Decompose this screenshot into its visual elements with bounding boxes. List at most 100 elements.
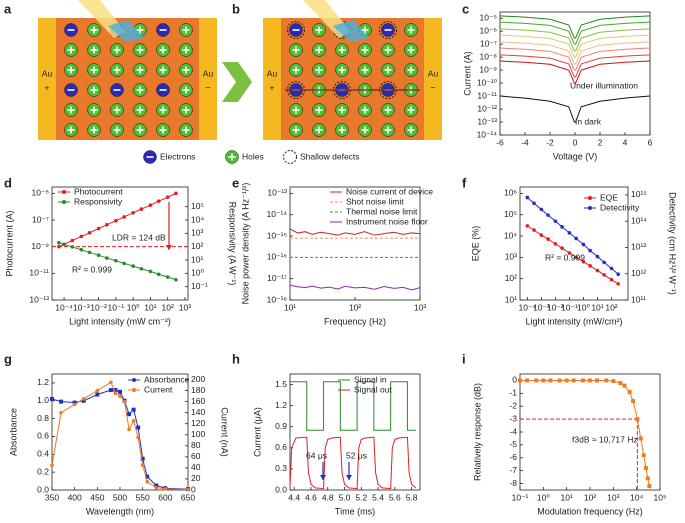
x-tick-label: 10³ — [414, 302, 426, 312]
y-tick-label: -1 — [509, 388, 517, 398]
data-point — [131, 210, 135, 215]
data-point — [557, 378, 562, 383]
data-point — [595, 254, 600, 259]
legend-marker — [132, 388, 136, 392]
data-point — [174, 191, 178, 196]
x-tick-label: 4 — [623, 137, 628, 147]
electrode — [38, 18, 60, 140]
data-point — [105, 222, 109, 227]
data-point — [140, 456, 145, 461]
series-line — [499, 28, 651, 52]
data-point — [145, 474, 150, 479]
data-point — [122, 399, 127, 404]
y-tick-label: 10⁻¹¹ — [477, 90, 497, 100]
data-point — [79, 247, 84, 252]
data-point — [136, 435, 140, 440]
x-tick-label: 5.8 — [406, 492, 418, 502]
x-tick-label: 10² — [162, 302, 174, 312]
data-point — [79, 234, 84, 239]
data-point — [114, 218, 118, 223]
x-tick-label: 10⁻¹ — [107, 302, 124, 312]
y-tick-label: 10⁻¹⁶ — [267, 252, 287, 262]
y2-axis-label: Responsivity (A W⁻¹) — [228, 202, 238, 286]
x-tick-label: 10⁻² — [90, 302, 107, 312]
data-point — [113, 391, 118, 396]
y-tick-label: 10⁻⁷ — [32, 214, 49, 224]
x-axis-label: Modulation frequency (Hz) — [537, 506, 643, 516]
annotation: Under illumination — [570, 80, 638, 90]
electrode — [420, 18, 442, 140]
x-tick-label: 10³ — [607, 492, 619, 502]
data-point — [525, 224, 530, 228]
data-point — [131, 419, 136, 423]
data-point — [70, 245, 75, 249]
data-point — [148, 203, 153, 207]
x-tick-label: 10⁰ — [127, 302, 140, 312]
y-tick-label: 10⁵ — [504, 209, 517, 219]
light-beam — [108, 20, 144, 42]
y-tick-label: 1.5 — [275, 379, 287, 389]
x-tick-label: -2 — [546, 137, 554, 147]
y-tick-label: -8 — [509, 478, 517, 488]
y-axis-label: Photocurrent (A) — [4, 210, 14, 276]
y-tick-label: -7 — [509, 465, 517, 475]
data-point — [518, 378, 522, 383]
data-point — [595, 378, 600, 383]
electrode-sign: − — [431, 82, 436, 92]
y-tick-label: 10⁻¹³ — [267, 188, 287, 198]
x-tick-label: 10⁻³ — [73, 302, 90, 312]
data-point — [638, 436, 643, 441]
data-point — [645, 476, 650, 481]
y-tick-label: 1.2 — [275, 400, 287, 410]
y2-tick-label: 10¹⁵ — [631, 189, 647, 199]
y-tick-label: 10⁻¹⁵ — [267, 230, 287, 240]
x-axis-label: Light intensity (mW/cm²) — [525, 316, 622, 326]
data-point — [641, 453, 646, 458]
data-point — [548, 378, 553, 383]
x-tick-label: 10¹ — [561, 492, 573, 502]
y-tick-label: 10⁻¹⁰ — [477, 77, 498, 87]
y-tick-label: -5 — [509, 439, 517, 449]
x-tick-label: 10⁻² — [547, 302, 564, 312]
series-line — [499, 95, 651, 123]
legend-marker — [588, 206, 592, 210]
x-tick-label: 10⁰ — [537, 492, 550, 502]
panel-label: b — [232, 1, 240, 16]
data-point — [609, 277, 614, 282]
electrode — [195, 18, 217, 140]
data-point — [136, 425, 141, 430]
data-point — [564, 378, 569, 383]
data-point — [165, 275, 170, 279]
arrow-head — [166, 245, 172, 250]
y2-tick-label: 200 — [191, 374, 205, 384]
arrow-chevron — [222, 62, 252, 102]
data-point — [81, 398, 86, 403]
y-tick-label: 10⁻¹¹ — [29, 268, 49, 278]
legend-label: Thermal noise limit — [346, 206, 418, 216]
y-tick-label: 10⁻⁸ — [479, 51, 497, 61]
data-point — [59, 410, 63, 415]
data-point — [140, 463, 145, 467]
y-tick-label: 10⁻¹³ — [477, 116, 497, 126]
legend-label: Noise current of device — [346, 186, 433, 196]
y-tick-label: 10¹ — [505, 294, 517, 304]
legend-label: Detectivity — [600, 202, 640, 212]
y-tick-label: -6 — [509, 452, 517, 462]
y2-tick-label: 100 — [191, 429, 205, 439]
y2-tick-label: 40 — [191, 462, 201, 472]
x-axis-label: Frequency (Hz) — [324, 316, 386, 326]
electrode-sign: + — [45, 82, 50, 92]
data-point — [588, 264, 592, 268]
y-tick-label: 10² — [505, 273, 517, 283]
y2-tick-label: 10⁵ — [191, 201, 204, 211]
series-line — [289, 228, 421, 236]
plot-frame — [519, 186, 629, 301]
x-tick-label: 10³ — [179, 302, 191, 312]
y-tick-label: 1.0 — [37, 395, 49, 405]
data-point — [186, 487, 190, 492]
legend-label: Electrons — [160, 151, 195, 161]
y-tick-label: 10⁻¹⁴ — [477, 129, 498, 139]
x-axis-label: Wavelength (nm) — [86, 506, 154, 516]
plot-frame — [519, 373, 661, 491]
